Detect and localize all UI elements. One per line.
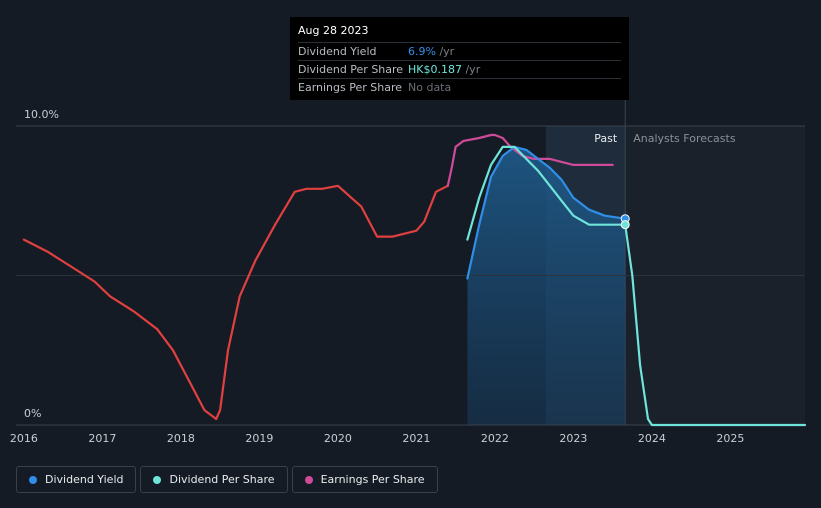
x-tick-label: 2024 [638, 432, 666, 445]
legend-item-earnings-per-share[interactable]: Earnings Per Share [291, 466, 438, 493]
x-tick-label: 2023 [559, 432, 587, 445]
x-tick-label: 2020 [324, 432, 352, 445]
x-tick-label: 2019 [245, 432, 273, 445]
legend-dot-icon [153, 475, 162, 484]
legend-dot-icon [29, 475, 37, 484]
x-tick-label: 2018 [167, 432, 195, 445]
dividend-yield-area [467, 146, 626, 425]
tooltip-value: No data [408, 81, 452, 94]
x-tick-label: 2016 [10, 432, 38, 445]
x-tick-label: 2025 [716, 432, 744, 445]
tooltip-row-earnings-per-share: Earnings Per Share No data [298, 78, 621, 96]
tooltip-row-dividend-yield: Dividend Yield 6.9% /yr [298, 42, 621, 60]
legend: Dividend Yield Dividend Per Share Earnin… [16, 466, 438, 493]
tooltip-label: Earnings Per Share [298, 81, 403, 94]
tooltip-row-dividend-per-share: Dividend Per Share HK$0.187 /yr [298, 60, 621, 78]
tooltip-unit: /yr [435, 45, 455, 58]
tooltip: Aug 28 2023 Dividend Yield 6.9% /yr Divi… [290, 17, 629, 100]
y-tick-label: 10.0% [24, 108, 59, 121]
tooltip-unit: /yr [461, 63, 481, 76]
price-line [22, 184, 449, 421]
tooltip-label: Dividend Yield [298, 45, 377, 58]
legend-item-dividend-per-share[interactable]: Dividend Per Share [140, 466, 288, 493]
x-tick-label: 2022 [481, 432, 509, 445]
tooltip-value: 6.9% [408, 45, 436, 58]
forecast-label: Analysts Forecasts [633, 132, 736, 145]
earnings-per-share-line [446, 133, 614, 187]
legend-item-dividend-yield[interactable]: Dividend Yield [16, 466, 137, 493]
dividend-per-share-marker [620, 220, 630, 230]
tooltip-label: Dividend Per Share [298, 63, 404, 76]
legend-dot-icon [304, 475, 313, 484]
dividend-per-share-line [466, 145, 807, 427]
tooltip-date: Aug 28 2023 [298, 24, 369, 37]
past-label: Past [594, 132, 618, 145]
x-tick-label: 2021 [402, 432, 430, 445]
legend-label: Earnings Per Share [320, 473, 425, 486]
dividend-yield-line [466, 145, 627, 280]
legend-label: Dividend Yield [45, 473, 124, 486]
x-tick-label: 2017 [88, 432, 116, 445]
tooltip-value: HK$0.187 [408, 63, 462, 76]
y-tick-label: 0% [24, 407, 41, 420]
legend-label: Dividend Per Share [169, 473, 275, 486]
